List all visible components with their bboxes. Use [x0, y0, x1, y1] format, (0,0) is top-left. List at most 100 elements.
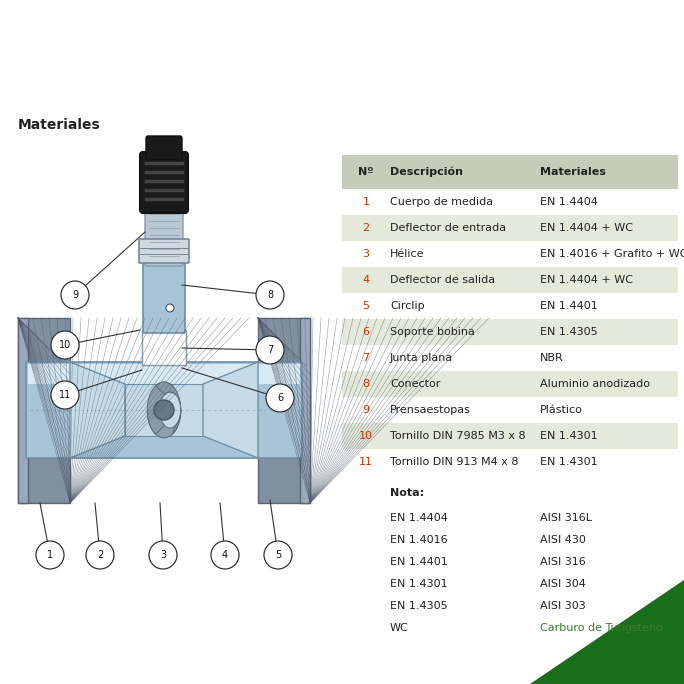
Text: Aluminio anodizado: Aluminio anodizado	[540, 379, 650, 389]
Bar	[342, 293, 678, 319]
Circle shape	[36, 541, 64, 569]
Text: 4: 4	[222, 550, 228, 560]
Text: Descripción: Descripción	[390, 167, 463, 177]
Text: 9: 9	[72, 290, 78, 300]
Text: EN 1.4301: EN 1.4301	[540, 457, 598, 467]
FancyBboxPatch shape	[146, 136, 182, 160]
Text: 11: 11	[359, 457, 373, 467]
Text: Plástico: Plástico	[540, 405, 583, 415]
Text: AISI 303: AISI 303	[540, 601, 586, 611]
Text: EN 1.4404: EN 1.4404	[390, 513, 448, 523]
Text: Prensaestopas: Prensaestopas	[390, 405, 471, 415]
Text: Circlip: Circlip	[390, 301, 425, 311]
Text: Deflector de salida: Deflector de salida	[390, 275, 495, 285]
Bar	[125, 384, 203, 436]
Polygon shape	[147, 382, 175, 434]
Text: 2: 2	[97, 550, 103, 560]
Circle shape	[149, 541, 177, 569]
Circle shape	[256, 336, 284, 364]
Bar	[342, 319, 678, 345]
Text: EN 1.4301: EN 1.4301	[390, 579, 447, 589]
Text: 5: 5	[275, 550, 281, 560]
Text: Tornillo DIN 913 M4 x 8: Tornillo DIN 913 M4 x 8	[390, 457, 518, 467]
Text: EN 1.4404 + WC: EN 1.4404 + WC	[540, 223, 633, 233]
Circle shape	[211, 541, 239, 569]
Text: Materiales: Materiales	[18, 118, 101, 132]
Text: AISI 316: AISI 316	[540, 557, 586, 567]
Text: 3: 3	[363, 249, 369, 259]
Text: 2: 2	[363, 223, 369, 233]
Text: 11: 11	[59, 390, 71, 400]
Text: 8: 8	[363, 379, 369, 389]
Text: Carburo de Tungsteno: Carburo de Tungsteno	[540, 623, 663, 633]
Text: EN 1.4305: EN 1.4305	[540, 327, 598, 337]
Circle shape	[51, 381, 79, 409]
Circle shape	[61, 281, 89, 309]
Text: Materiales: Materiales	[540, 167, 606, 177]
Text: 5: 5	[363, 301, 369, 311]
Text: EN 1.4016: EN 1.4016	[390, 535, 447, 545]
Text: Junta plana: Junta plana	[390, 353, 453, 363]
Bar	[18, 318, 28, 503]
Circle shape	[51, 331, 79, 359]
Text: NBR: NBR	[540, 353, 564, 363]
Text: Tornillo DIN 7985 M3 x 8: Tornillo DIN 7985 M3 x 8	[390, 431, 525, 441]
Bar	[342, 215, 678, 241]
FancyBboxPatch shape	[140, 152, 188, 213]
Text: EN 1.4401: EN 1.4401	[390, 557, 448, 567]
Text: 1: 1	[47, 550, 53, 560]
Text: 3: 3	[160, 550, 166, 560]
Polygon shape	[147, 410, 181, 438]
Bar	[342, 241, 678, 267]
Text: 8: 8	[267, 290, 273, 300]
Bar	[26, 362, 302, 458]
Bar	[342, 371, 678, 397]
Text: EN 1.4404: EN 1.4404	[540, 197, 598, 207]
Text: 4: 4	[363, 275, 369, 285]
Bar	[142, 330, 186, 365]
Text: 1: 1	[363, 197, 369, 207]
FancyBboxPatch shape	[145, 206, 183, 266]
Polygon shape	[530, 580, 684, 684]
Bar	[28, 364, 300, 384]
Text: 6: 6	[277, 393, 283, 403]
Bar	[18, 318, 70, 503]
Text: 7: 7	[267, 345, 273, 355]
Bar	[342, 423, 678, 449]
Bar	[300, 318, 310, 503]
Text: AISI 304: AISI 304	[540, 579, 586, 589]
Bar	[342, 397, 678, 423]
Text: Deflector de entrada: Deflector de entrada	[390, 223, 506, 233]
Bar	[258, 318, 310, 503]
Text: Nº: Nº	[358, 167, 373, 177]
Circle shape	[86, 541, 114, 569]
Text: EN 1.4301: EN 1.4301	[540, 431, 598, 441]
Bar	[342, 449, 678, 475]
Text: AISI 430: AISI 430	[540, 535, 586, 545]
Text: 6: 6	[363, 327, 369, 337]
Circle shape	[166, 304, 174, 312]
Polygon shape	[203, 362, 258, 458]
Text: Cuerpo de medida: Cuerpo de medida	[390, 197, 493, 207]
Circle shape	[266, 384, 294, 412]
Text: Conector: Conector	[390, 379, 440, 389]
Circle shape	[264, 541, 292, 569]
Text: Soporte bobina: Soporte bobina	[390, 327, 475, 337]
Bar	[342, 267, 678, 293]
Text: EN 1.4305: EN 1.4305	[390, 601, 447, 611]
Circle shape	[154, 400, 174, 420]
Bar	[342, 345, 678, 371]
Circle shape	[256, 281, 284, 309]
Text: EN 1.4401: EN 1.4401	[540, 301, 598, 311]
Bar	[342, 189, 678, 215]
Text: AISI 316L: AISI 316L	[540, 513, 592, 523]
Text: Hélice: Hélice	[390, 249, 425, 259]
Text: 9: 9	[363, 405, 369, 415]
Text: 10: 10	[359, 431, 373, 441]
Polygon shape	[155, 382, 181, 434]
Polygon shape	[70, 362, 125, 458]
Bar	[342, 155, 678, 189]
FancyBboxPatch shape	[143, 261, 185, 333]
Text: EN 1.4016 + Grafito + WC: EN 1.4016 + Grafito + WC	[540, 249, 684, 259]
Text: 7: 7	[363, 353, 369, 363]
